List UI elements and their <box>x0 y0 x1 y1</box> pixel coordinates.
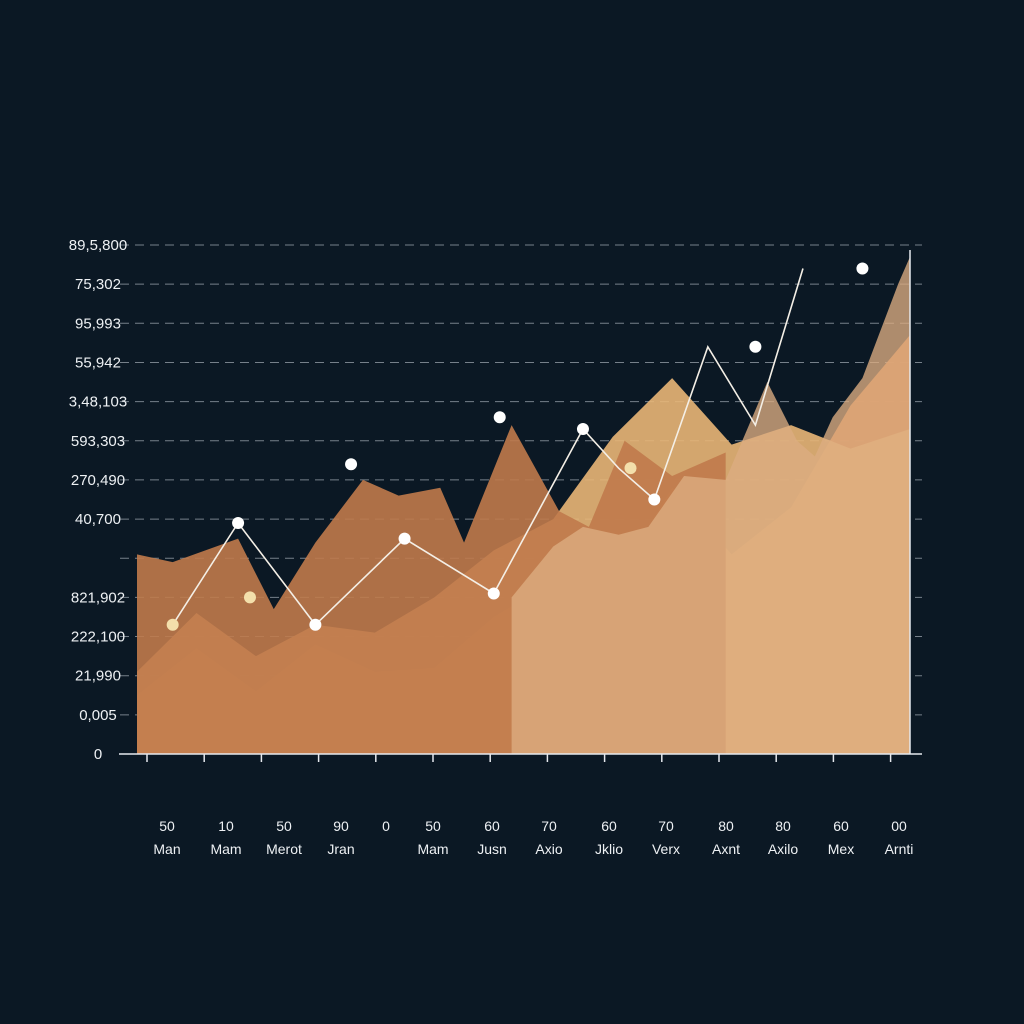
data-marker <box>166 618 179 631</box>
x-tick-label: Mex <box>828 841 854 857</box>
x-tick-label: Verx <box>652 841 680 857</box>
x-tick-number: 0 <box>382 818 390 834</box>
y-tick-label: 75,302 <box>75 276 121 293</box>
y-tick-label: 821,902 <box>71 589 125 606</box>
x-tick-number: 80 <box>775 818 791 834</box>
x-tick-number: 00 <box>891 818 907 834</box>
x-tick-number: 60 <box>601 818 617 834</box>
y-tick-label: 21,990 <box>75 668 121 685</box>
data-marker <box>749 340 762 353</box>
y-tick-labels: 89,5,800 75,302 95,993 55,942 3,48,103 593,30… <box>69 237 127 763</box>
y-tick-label: 0 <box>94 746 102 763</box>
x-tick-label: Jusn <box>477 841 507 857</box>
y-tick-label: 270,490 <box>71 472 125 489</box>
x-tick-number: 60 <box>484 818 500 834</box>
y-tick-label: 55,942 <box>75 354 121 371</box>
data-marker <box>493 411 506 424</box>
x-tick-label: Mam <box>417 841 448 857</box>
x-tick-label: Merot <box>266 841 302 857</box>
y-tick-label: 593,303 <box>71 433 125 450</box>
data-marker <box>309 618 322 631</box>
data-marker <box>487 587 500 600</box>
y-tick-label: 222,100 <box>71 629 125 646</box>
data-marker <box>576 423 589 436</box>
y-tick-label: 0,005 <box>79 707 117 724</box>
x-tick-number: 50 <box>276 818 292 834</box>
x-tick-number: 50 <box>159 818 175 834</box>
y-tick-label: 89,5,800 <box>69 237 127 254</box>
data-marker <box>624 462 637 475</box>
x-tick-label: Man <box>153 841 180 857</box>
x-tick-number: 70 <box>541 818 557 834</box>
data-marker <box>345 458 358 471</box>
x-tick-number: 10 <box>218 818 234 834</box>
x-tick-label: Arnti <box>885 841 914 857</box>
x-tick-label: Axilo <box>768 841 799 857</box>
x-tick-number: 70 <box>658 818 674 834</box>
data-marker <box>243 591 256 604</box>
data-marker <box>232 516 245 529</box>
x-tick-label: Axnt <box>712 841 740 857</box>
x-tick-number: 90 <box>333 818 349 834</box>
x-tick-labels: 50 10 50 90 0 50 60 70 60 70 80 80 60 00 Man Mam Merot Jr… <box>153 818 913 857</box>
y-tick-label: 40,700 <box>75 511 121 528</box>
x-tick-number: 80 <box>718 818 734 834</box>
data-marker <box>398 532 411 545</box>
x-tick-number: 50 <box>425 818 441 834</box>
x-tick-label: Mam <box>210 841 241 857</box>
area-series-group <box>137 256 910 754</box>
x-tick-number: 60 <box>833 818 849 834</box>
data-marker <box>856 262 869 275</box>
area-series-7 <box>511 256 910 754</box>
y-tick-label: 95,993 <box>75 315 121 332</box>
data-marker <box>648 493 661 506</box>
x-tick-label: Jklio <box>595 841 623 857</box>
axes <box>119 250 922 762</box>
x-tick-label: Jran <box>327 841 354 857</box>
x-tick-label: Axio <box>535 841 562 857</box>
markers-group <box>166 262 869 631</box>
y-tick-label: 3,48,103 <box>69 394 127 411</box>
